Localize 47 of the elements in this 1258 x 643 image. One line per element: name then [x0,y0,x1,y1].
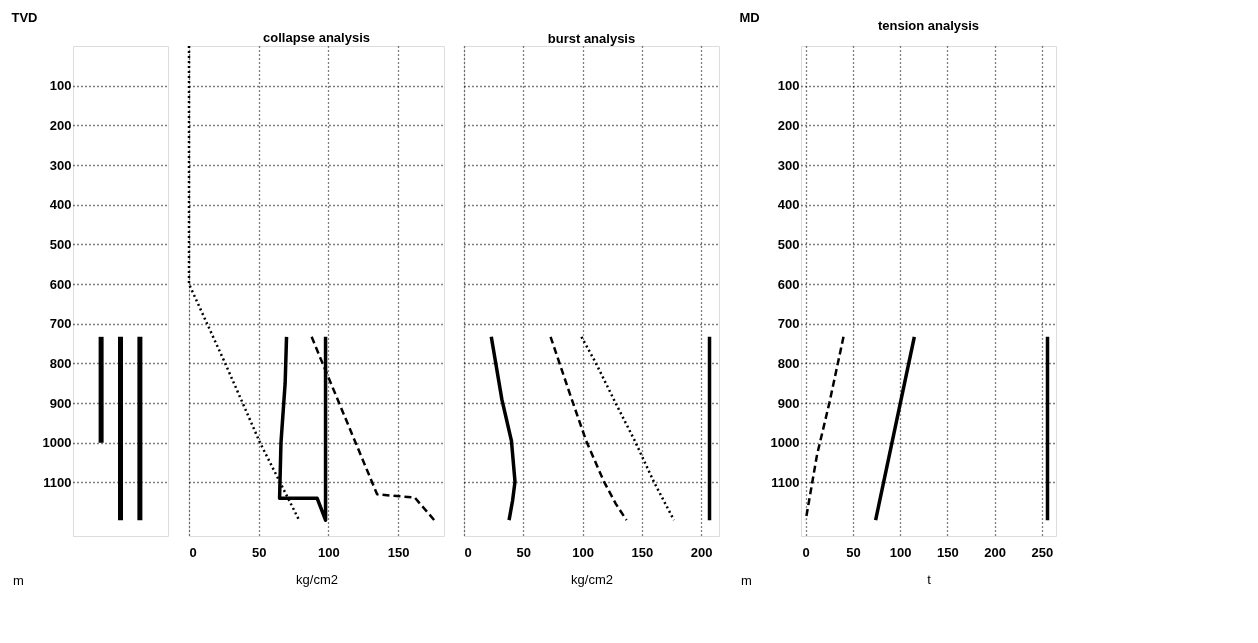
y-tick-label: 500 [49,236,72,252]
x-tick-label: 50 [251,544,267,560]
y-tick-label: 600 [777,276,800,292]
y-tick-label: 300 [777,157,800,173]
y-tick-label: 100 [49,78,72,94]
y-tick-label: 200 [49,117,72,133]
y-tick-label: 1100 [43,474,72,490]
y-axis-title: MD [739,9,760,25]
text: m [13,573,24,588]
x-tick-label: 150 [387,544,410,560]
y-tick-label: 400 [777,197,800,213]
y-tick-label: 500 [777,236,800,252]
chart-title: tension analysis [877,18,980,33]
x-tick-label: 100 [889,544,912,560]
y-tick-label: 300 [49,157,72,173]
y-tick-label: 200 [777,117,800,133]
x-tick-label: 100 [572,544,594,560]
chart-title: collapse analysis [263,29,370,45]
x-tick-label: 0 [802,544,810,560]
y-tick-label: 800 [777,355,800,371]
chart-title: burst analysis [547,31,636,46]
y-tick-label: 1000 [770,435,800,451]
y-tick-label: 400 [49,197,72,213]
x-tick-label: 0 [189,544,197,560]
y-tick-label: 100 [777,78,800,94]
x-tick-label: 200 [690,544,713,560]
text: m [741,573,752,588]
x-tick-label: 50 [846,544,861,560]
x-tick-label: 150 [937,544,959,560]
x-axis-title: kg/cm2 [571,571,613,587]
y-tick-label: 900 [49,395,72,411]
y-tick-label: 1100 [771,474,800,490]
y-tick-label: 1000 [42,435,72,451]
y-axis-title: TVD [11,9,38,25]
x-tick-label: 250 [1031,544,1054,560]
x-tick-label: 0 [464,544,472,560]
x-axis-title: kg/cm2 [296,571,338,587]
x-tick-label: 100 [317,544,340,560]
y-tick-label: 700 [777,316,800,332]
y-tick-label: 800 [49,355,72,371]
x-tick-label: 150 [631,544,654,560]
y-tick-label: 900 [777,395,800,411]
y-tick-label: 700 [49,316,72,332]
x-tick-label: 50 [516,544,532,560]
x-axis-title: t [927,571,932,587]
x-tick-label: 200 [984,544,1006,560]
y-tick-label: 600 [49,276,72,292]
